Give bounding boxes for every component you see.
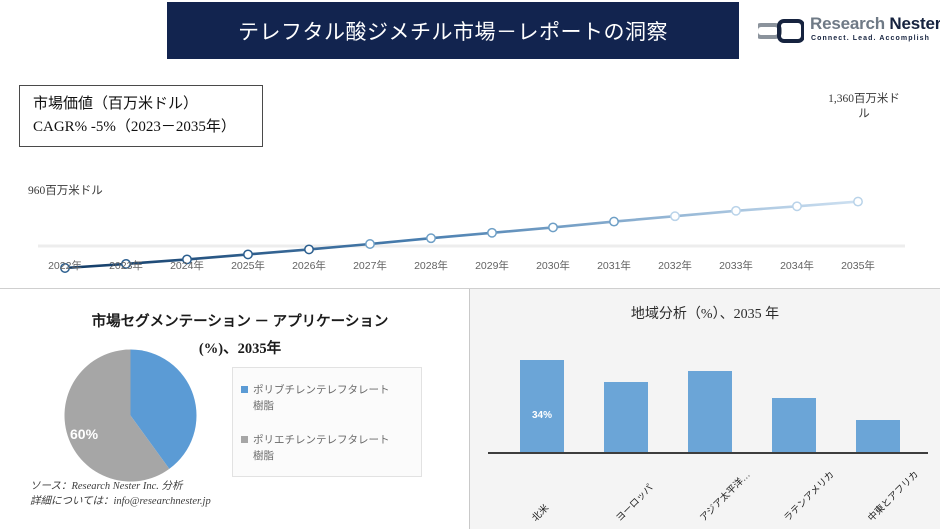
line-chart-series: [64, 200, 859, 270]
logo-wordmark: Research Nester: [810, 14, 940, 34]
title-banner: テレフタル酸ジメチル市場－レポートの洞察: [167, 2, 739, 59]
line-chart-svg: [38, 196, 905, 273]
source-note: ソース：Research Nester Inc. 分析 詳細については：info…: [30, 479, 211, 509]
legend-swatch-icon-pbt: [241, 386, 248, 393]
line-chart-x-label: 2031年: [597, 260, 631, 272]
legend-label-pbt-line1: ポリブチレンテレフタレート: [253, 384, 390, 396]
line-chart-point: [243, 249, 253, 260]
bar-value-label: 34%: [531, 410, 552, 422]
line-chart-start-value: 960百万米ドル: [28, 185, 103, 197]
pie-slice: [130, 349, 197, 469]
line-chart-x-label: 2027年: [353, 260, 387, 272]
end-value-line2: ル: [858, 108, 870, 120]
line-chart-x-label: 2026年: [292, 260, 326, 272]
pie-chart-legend: ポリブチレンテレフタレート 樹脂 ポリエチレンテレフタレート 樹脂: [232, 367, 422, 477]
line-chart-x-label: 2029年: [475, 260, 509, 272]
line-chart-x-label: 2033年: [719, 260, 753, 272]
bar-chart-title: 地域分析（%）、2035 年: [630, 307, 780, 322]
pie-slice: [64, 349, 170, 482]
chain-link-icon: [758, 19, 804, 43]
bar-x-label: アジア太平洋…: [698, 469, 753, 524]
pie-chart: [58, 348, 203, 483]
line-chart-end-value: 1,360百万米ド ル: [818, 92, 910, 122]
pie-title-line1: 市場セグメンテーション － アプリケーション: [91, 314, 389, 330]
line-chart-point: [487, 227, 497, 238]
logo-word-research: Research: [810, 14, 885, 33]
pie-slice-label: 60%: [70, 426, 99, 442]
line-chart-point: [304, 244, 314, 255]
end-value-line1: 1,360百万米ド: [828, 93, 900, 105]
legend-label-pbt-line2: 樹脂: [253, 400, 274, 412]
bar: [856, 419, 900, 452]
legend-label-pet-line1: ポリエチレンテレフタレート: [253, 434, 390, 446]
panel-divider-horizontal: [0, 288, 940, 289]
line-chart-x-label: 2034年: [780, 260, 814, 272]
header: テレフタル酸ジメチル市場－レポートの洞察 Research Nester Con…: [0, 0, 940, 68]
bar-x-label: 中東とアフリカ: [866, 469, 921, 524]
line-chart-x-label: 2032年: [658, 260, 692, 272]
page-title: テレフタル酸ジメチル市場－レポートの洞察: [238, 19, 668, 44]
bar-chart-baseline: [488, 452, 928, 454]
line-chart-x-label: 2022年: [48, 260, 82, 272]
legend-label-pet-line2: 樹脂: [253, 450, 274, 462]
line-chart-markers: [60, 196, 863, 273]
line-chart-point: [853, 196, 863, 207]
legend-item-pet: ポリエチレンテレフタレート 樹脂: [239, 432, 413, 464]
line-chart-point: [731, 205, 741, 216]
info-box-line-market-value: 市場価値（百万米ドル）: [33, 96, 199, 112]
line-chart-point: [365, 239, 375, 249]
line-chart-point: [60, 263, 70, 273]
bar-x-label: 北米: [530, 502, 552, 524]
panel-divider-vertical: [469, 289, 470, 529]
market-value-line-chart: 960百万米ドル 1,360百万米ド ル 2022年 2023年 2024年 2025…: [0, 60, 940, 288]
legend-item-pbt: ポリブチレンテレフタレート 樹脂: [239, 382, 413, 414]
bar: [604, 381, 648, 452]
pie-title-line2: (%)、2035年: [198, 341, 282, 357]
bar: [688, 371, 732, 452]
market-value-info-box: 市場価値（百万米ドル） CAGR% -5%（2023－2035年）: [19, 85, 263, 147]
brand-logo: Research Nester Connect. Lead. Accomplis…: [758, 14, 940, 52]
line-chart-point: [548, 222, 558, 233]
pie-chart-title: 市場セグメンテーション － アプリケーション (%)、2035年: [40, 309, 440, 363]
bar-x-label: ラテンアメリカ: [782, 469, 837, 524]
pie-chart-svg: [64, 349, 197, 482]
line-chart-x-label: 2025年: [231, 260, 265, 272]
info-box-line-cagr: CAGR% -5%（2023－2035年）: [33, 119, 236, 135]
application-segmentation-panel: 市場セグメンテーション － アプリケーション (%)、2035年 60% ポリブ…: [0, 289, 469, 529]
bar: [520, 360, 564, 452]
regional-analysis-panel: 地域分析（%）、2035 年 34% 北米 ヨーロッパ アジア太平洋… ラテンアメリカ中…: [470, 289, 940, 529]
legend-swatch-icon-pet: [241, 436, 248, 443]
line-chart-x-label: 2028年: [414, 260, 448, 272]
line-chart-point: [609, 216, 619, 227]
line-chart-x-label: 2030年: [536, 260, 570, 272]
bar-chart-plot: 34% 北米 ヨーロッパ アジア太平洋… ラテンアメリカ 中東とアフリカ: [500, 344, 921, 524]
legend-label-pet: ポリエチレンテレフタレート 樹脂: [253, 432, 390, 464]
line-chart-point: [792, 201, 802, 212]
line-chart-point: [121, 258, 131, 269]
bar: [772, 398, 816, 452]
bar-x-label: ヨーロッパ: [614, 482, 656, 524]
line-chart-x-label: 2024年: [170, 260, 204, 272]
logo-tagline: Connect. Lead. Accomplish: [811, 35, 931, 42]
line-chart-point: [670, 211, 680, 222]
line-chart-point: [182, 254, 192, 265]
line-chart-x-label: 2023年: [109, 260, 143, 272]
source-line1: ソース：Research Nester Inc. 分析: [30, 481, 183, 492]
legend-label-pbt: ポリブチレンテレフタレート 樹脂: [253, 382, 390, 414]
source-line2: 詳細については：info@researchnester.jp: [30, 496, 211, 507]
line-chart-x-label: 2035年: [841, 260, 875, 272]
logo-word-nester: Nester: [889, 14, 940, 33]
line-chart-point: [426, 233, 436, 244]
